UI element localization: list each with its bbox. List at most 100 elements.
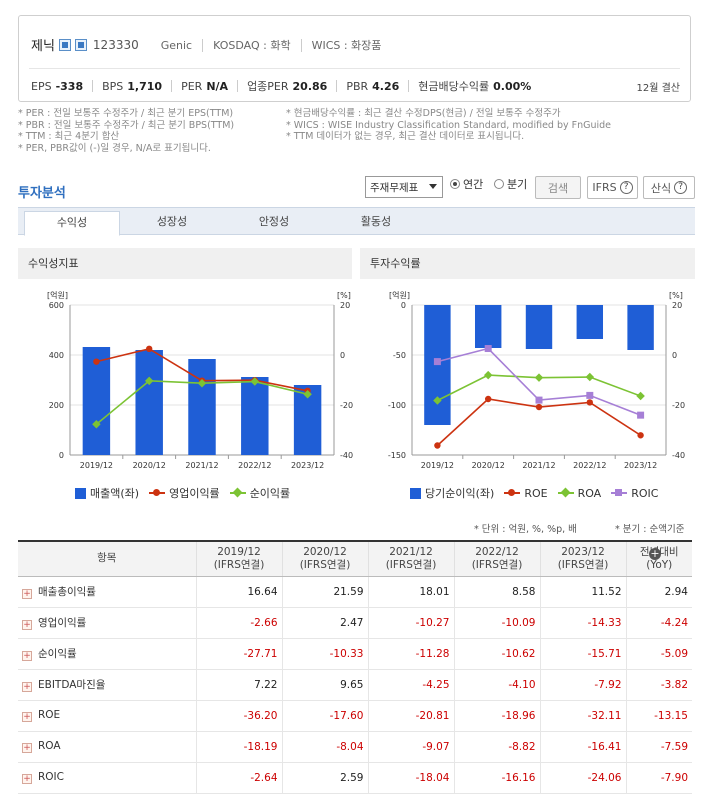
row-label[interactable]: + 영업이익률	[18, 607, 196, 639]
header-col: 2020/12 (IFRS연결)	[281, 540, 368, 577]
point	[434, 442, 441, 449]
tab-stability[interactable]: 안정성	[258, 215, 290, 228]
metric-label: EPS	[31, 79, 52, 93]
expand-icon[interactable]: +	[22, 682, 32, 692]
quarter-label: 분기	[507, 178, 528, 191]
row-label[interactable]: + EBITDA마진율	[18, 669, 196, 701]
tab-profitability[interactable]: 수익성	[24, 211, 120, 236]
table-cell: -32.11	[539, 700, 626, 732]
unit-note-quarter: * 분기 : 순액기준	[615, 524, 685, 535]
divider	[29, 68, 680, 69]
company-name: 제닉	[31, 39, 55, 54]
tab-activity[interactable]: 활동성	[360, 215, 392, 228]
expand-icon[interactable]: +	[22, 712, 32, 722]
chart1-title: 수익성지표	[18, 248, 352, 279]
note-line: * PER : 전일 보통주 수정주가 / 최근 분기 EPS(TTM)	[18, 108, 234, 119]
home-icon[interactable]	[58, 38, 71, 51]
row-label[interactable]: + ROIC	[18, 762, 196, 794]
formula-button[interactable]: 산식?	[643, 176, 695, 199]
bar	[188, 359, 216, 455]
y-left-tick: 400	[49, 351, 64, 360]
point	[146, 345, 153, 353]
add-column-icon[interactable]: +	[649, 546, 661, 560]
metric-value: -338	[55, 79, 84, 93]
table-cell: -15.71	[539, 638, 626, 670]
point	[535, 396, 543, 404]
row-label[interactable]: + ROE	[18, 700, 196, 732]
info-icon[interactable]	[74, 38, 87, 51]
table-cell: -11.28	[367, 638, 454, 670]
company-meta: Genic KOSDAQ : 화학 WICS : 화장품	[139, 37, 382, 53]
legend-label: ROIC	[631, 486, 659, 500]
point	[93, 358, 100, 365]
right-axis-unit: [%]	[337, 291, 351, 300]
point	[144, 376, 154, 386]
point	[637, 432, 644, 439]
header-col: 2019/12 (IFRS연결)	[195, 540, 282, 577]
statement-select[interactable]: 주재무제표	[365, 176, 443, 198]
ifrs-button[interactable]: IFRS?	[587, 176, 638, 199]
y-right-tick: 20	[672, 301, 682, 310]
ifrs-label: IFRS	[592, 181, 617, 194]
tab-growth[interactable]: 성장성	[156, 215, 188, 228]
table-cell: -7.90	[625, 762, 692, 794]
expand-icon[interactable]: +	[22, 620, 32, 630]
expand-icon[interactable]: +	[22, 774, 32, 784]
expand-icon[interactable]: +	[22, 743, 32, 753]
metric-label: 현금배당수익률	[418, 80, 490, 93]
help-icon: ?	[674, 181, 688, 194]
company-group: Genic	[160, 38, 193, 52]
table-cell: -4.25	[367, 669, 454, 701]
legend-label: 영업이익률	[169, 487, 220, 500]
expand-icon[interactable]: +	[22, 651, 32, 661]
x-tick-label: 2020/12	[133, 461, 166, 470]
annual-label: 연간	[463, 178, 484, 191]
table-row: + 매출총이익률 16.64 21.59 18.01 8.58 11.52 2.94	[18, 576, 692, 608]
row-name: 순이익률	[38, 648, 77, 660]
header-col: 2023/12 (IFRS연결) +	[539, 540, 661, 577]
legend-item: 순이익률	[229, 485, 290, 501]
table-cell: -5.09	[625, 638, 692, 670]
table-row: + 순이익률 -27.71 -10.33 -11.28 -10.62 -15.71 -5.09	[18, 638, 692, 670]
company-summary: 제닉 123330 Genic KOSDAQ : 화학 WICS : 화장품 EPS…	[18, 15, 691, 102]
row-label[interactable]: + 매출총이익률	[18, 576, 196, 608]
right-axis-unit: [%]	[669, 291, 683, 300]
header-item: 항목	[18, 540, 196, 577]
table-cell: 2.94	[625, 576, 692, 608]
table-cell: 11.52	[539, 576, 626, 608]
table-cell: 2.47	[281, 607, 368, 639]
table-cell: -16.16	[453, 762, 540, 794]
point	[485, 395, 492, 403]
row-label[interactable]: + ROA	[18, 731, 196, 763]
radio-icon	[450, 179, 460, 189]
bar	[576, 305, 604, 339]
table-cell: -16.41	[539, 731, 626, 763]
row-name: 영업이익률	[38, 617, 87, 629]
table-row: + ROE -36.20 -17.60 -20.81 -18.96 -32.11 -13.15	[18, 700, 692, 732]
legend-item: 당기순이익(좌)	[410, 485, 494, 501]
legend-label: ROA	[577, 486, 602, 500]
expand-icon[interactable]: +	[22, 589, 32, 599]
note-line: * PBR : 전일 보통주 수정주가 / 최근 분기 BPS(TTM)	[18, 119, 235, 131]
quarter-radio[interactable]: 분기	[494, 176, 527, 192]
search-button[interactable]: 검색	[535, 176, 581, 199]
return-chart: [억원] [%] 0 -50 -100 -150 20 0 -20 -40 2019/12 2020/…	[388, 290, 685, 470]
legend-label: 당기순이익(좌)	[425, 487, 495, 500]
table-cell: -17.60	[281, 700, 368, 732]
left-axis-unit: [억원]	[47, 290, 68, 300]
point	[585, 372, 595, 382]
chart2-legend: 당기순이익(좌) ROE ROA ROIC	[410, 485, 668, 501]
point	[586, 391, 594, 399]
table-cell: -8.04	[281, 731, 368, 763]
x-tick-label: 2022/12	[573, 461, 606, 470]
note-line: * 현금배당수익률 : 최근 결산 수정DPS(현금) / 전일 보통주 수정주…	[286, 108, 561, 119]
y-left-tick: 0	[401, 301, 406, 310]
annual-radio[interactable]: 연간	[450, 176, 483, 192]
y-right-tick: 0	[672, 351, 677, 360]
table-cell: -2.64	[195, 762, 282, 794]
bar	[241, 377, 269, 455]
note-line: * PER, PBR값이 (-)일 경우, N/A로 표기됩니다.	[18, 142, 211, 154]
row-label[interactable]: + 순이익률	[18, 638, 196, 670]
x-tick-label: 2023/12	[624, 461, 657, 470]
y-right-tick: 0	[340, 351, 345, 360]
